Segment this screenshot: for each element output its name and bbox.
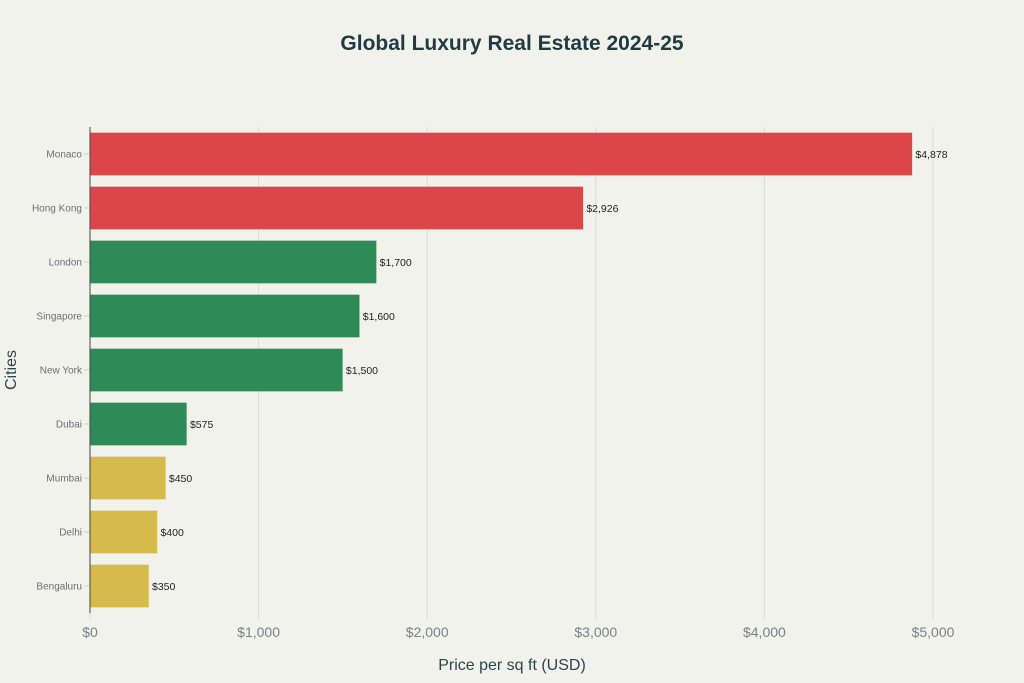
data-label: $1,500: [346, 365, 378, 377]
data-label: $4,878: [915, 149, 947, 161]
y-tick-label: Singapore: [36, 312, 82, 323]
bar-monaco: [89, 132, 913, 176]
data-label: $1,600: [363, 311, 395, 323]
bar-singapore: [89, 294, 361, 338]
data-label: $350: [152, 581, 176, 593]
chart-title: Global Luxury Real Estate 2024-25: [340, 32, 683, 55]
x-tick-label: $0: [82, 624, 98, 640]
y-tick-label: New York: [40, 366, 83, 377]
data-label: $1,700: [380, 257, 412, 269]
y-tick-label: Monaco: [46, 150, 82, 161]
data-label: $400: [160, 527, 184, 539]
y-tick-label: Bengaluru: [36, 582, 82, 593]
y-tick-label: Delhi: [59, 528, 82, 539]
x-axis-title: Price per sq ft (USD): [438, 657, 586, 674]
bars-group: $4,878 $2,926 $1,700 $1,600 $1,500 $575 $450 $4…: [89, 132, 948, 608]
y-tick-label: Mumbai: [46, 474, 82, 485]
bar-bengaluru: [89, 564, 150, 608]
x-tick-label: $3,000: [574, 624, 617, 640]
bar-dubai: [89, 402, 188, 446]
bar-new-york: [89, 348, 344, 392]
x-tick-label: $2,000: [406, 624, 449, 640]
bar-hong-kong: [89, 186, 584, 230]
y-tick-label: Dubai: [56, 420, 82, 431]
data-label: $450: [169, 473, 193, 485]
bar-delhi: [89, 510, 158, 554]
y-tick-labels: Monaco Hong Kong London Singapore New York Du…: [32, 150, 90, 593]
x-tick-label: $5,000: [912, 624, 955, 640]
y-axis-title: Cities: [3, 350, 20, 390]
x-tick-label: $1,000: [237, 624, 280, 640]
data-label: $2,926: [586, 203, 618, 215]
bar-london: [89, 240, 377, 284]
bar-mumbai: [89, 456, 167, 500]
y-tick-label: Hong Kong: [32, 204, 82, 215]
y-tick-label: London: [49, 258, 82, 269]
x-tick-labels: $0 $1,000 $2,000 $3,000 $4,000 $5,000: [82, 624, 954, 640]
x-tick-label: $4,000: [743, 624, 786, 640]
data-label: $575: [190, 419, 214, 431]
